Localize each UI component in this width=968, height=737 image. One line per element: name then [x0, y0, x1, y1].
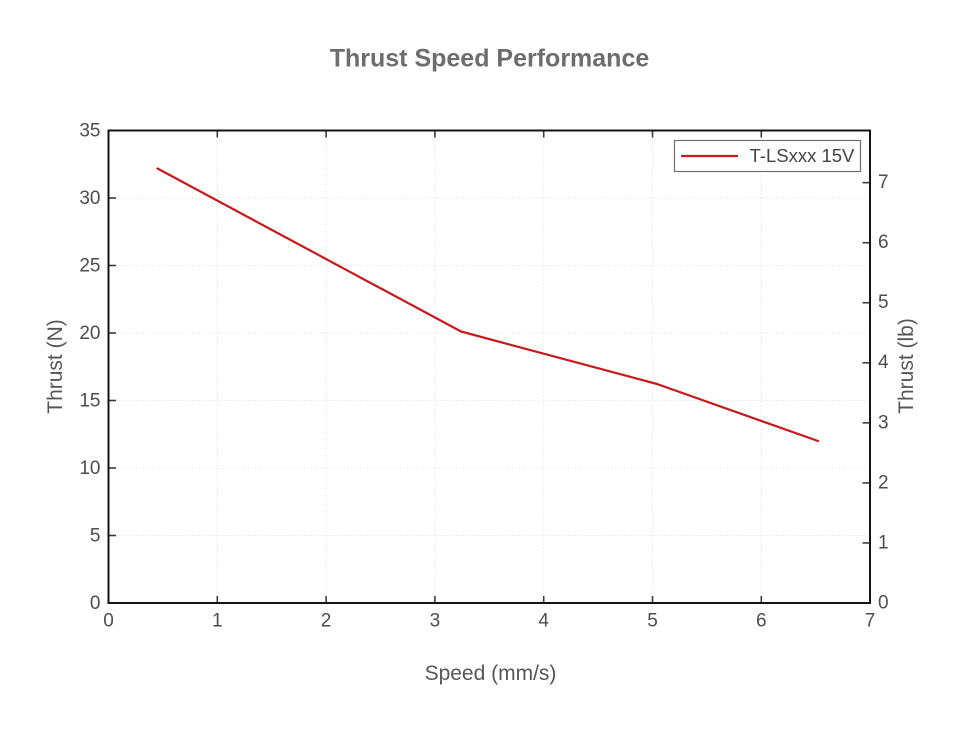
- svg-text:Speed (mm/s): Speed (mm/s): [425, 662, 557, 685]
- svg-text:20: 20: [79, 323, 100, 344]
- svg-text:4: 4: [538, 611, 549, 632]
- svg-text:5: 5: [90, 526, 101, 547]
- svg-text:6: 6: [878, 232, 889, 253]
- svg-text:35: 35: [79, 121, 100, 142]
- svg-text:0: 0: [878, 592, 889, 613]
- svg-text:T-LSxxx 15V: T-LSxxx 15V: [750, 145, 856, 166]
- svg-text:4: 4: [878, 352, 889, 373]
- svg-text:1: 1: [212, 611, 223, 632]
- svg-text:0: 0: [90, 593, 101, 614]
- svg-text:5: 5: [878, 292, 889, 313]
- svg-text:Thrust (N): Thrust (N): [44, 319, 67, 414]
- svg-text:30: 30: [79, 188, 100, 209]
- svg-text:1: 1: [878, 532, 889, 553]
- svg-text:Thrust Speed Performance: Thrust Speed Performance: [330, 45, 650, 73]
- svg-text:25: 25: [79, 256, 100, 277]
- svg-text:2: 2: [878, 472, 889, 493]
- svg-text:3: 3: [878, 412, 889, 433]
- svg-text:15: 15: [79, 391, 100, 412]
- svg-text:5: 5: [647, 611, 658, 632]
- svg-text:2: 2: [321, 611, 332, 632]
- svg-text:6: 6: [756, 611, 767, 632]
- svg-text:7: 7: [878, 172, 889, 193]
- svg-text:0: 0: [103, 611, 114, 632]
- svg-text:10: 10: [79, 458, 100, 479]
- svg-text:Thrust (lb): Thrust (lb): [895, 318, 918, 414]
- svg-text:7: 7: [865, 611, 876, 632]
- svg-text:3: 3: [430, 611, 441, 632]
